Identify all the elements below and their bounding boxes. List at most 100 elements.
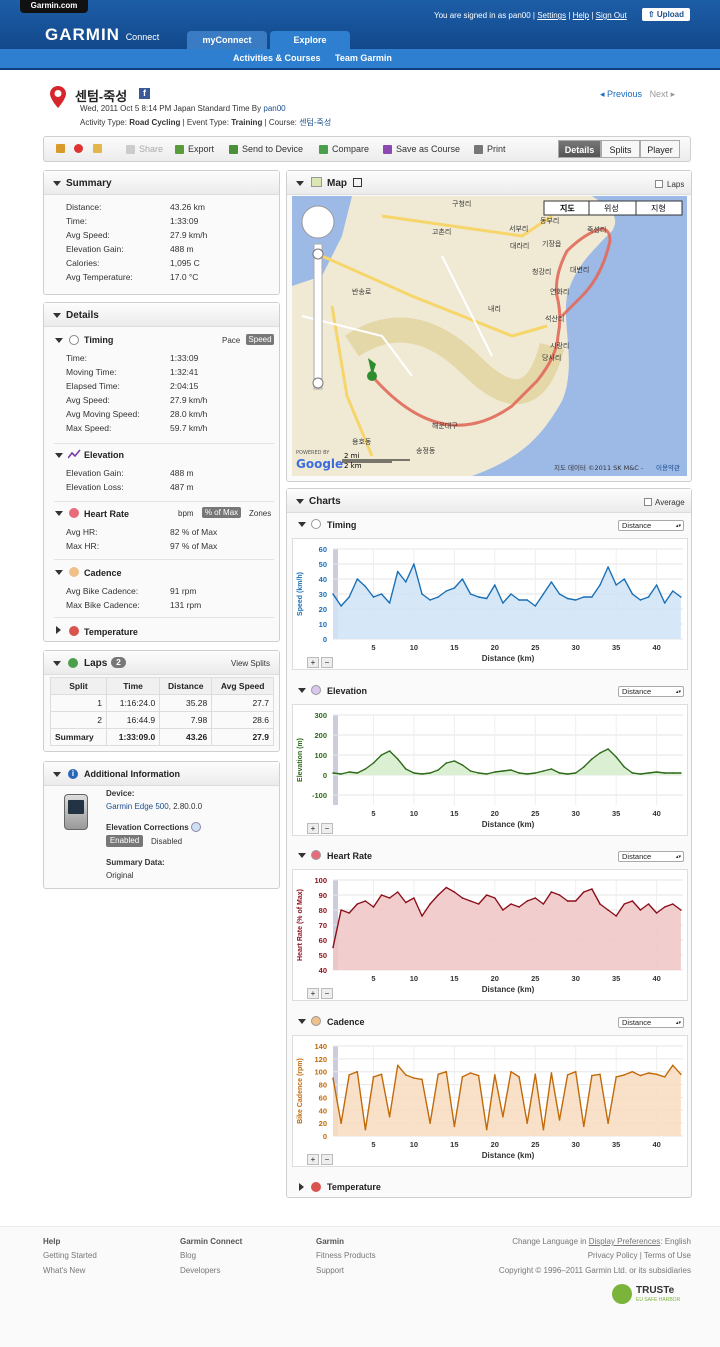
map-mode-map[interactable]: 지도 [560, 203, 575, 213]
footer-link[interactable]: Support [316, 1266, 345, 1275]
info-title: Additional Information [84, 769, 180, 779]
x-tick-label: 35 [612, 643, 620, 652]
laps-checkbox[interactable] [655, 180, 663, 188]
fullscreen-icon[interactable] [353, 178, 362, 187]
course-link[interactable]: 센텀-죽성 [299, 118, 332, 127]
chart-box[interactable]: -100 0 100 200 300 5 10 15 20 25 30 35 40 Distance (k… [292, 704, 688, 836]
temperature-expand-icon[interactable] [56, 626, 61, 634]
table-row[interactable]: 1 1:16:24.0 35.28 27.7 [50, 694, 274, 712]
x-axis-select[interactable]: Distance ▴▾ [618, 686, 684, 697]
chart-svg[interactable]: 0 10 20 30 40 50 60 5 10 15 20 25 30 35 40 Distance (km… [293, 539, 687, 669]
device-link[interactable]: Garmin Edge 500 [106, 802, 169, 811]
tab-myconnect[interactable]: myConnect [187, 31, 267, 49]
truste-sub: EU SAFE HARBOR [636, 1297, 681, 1303]
collapse-icon [53, 661, 61, 666]
previous-link[interactable]: ◂ Previous [600, 89, 642, 99]
next-link[interactable]: Next [649, 89, 669, 99]
laps-header[interactable]: Laps [44, 651, 279, 675]
chart-svg[interactable]: -100 0 100 200 300 5 10 15 20 25 30 35 40 Distance (k… [293, 705, 687, 835]
zoom-in-icon[interactable]: + [307, 988, 319, 999]
send-to-device-button[interactable]: Send to Device [229, 144, 303, 154]
facebook-icon[interactable]: f [139, 88, 150, 99]
zoom-out-icon[interactable]: − [321, 988, 333, 999]
temperature-expand-icon[interactable] [299, 1183, 304, 1191]
x-axis-select[interactable]: Distance ▴▾ [618, 851, 684, 862]
truste-badge[interactable]: TRUSTe EU SAFE HARBOR [612, 1284, 690, 1306]
footer-link[interactable]: Blog [180, 1251, 197, 1260]
upload-button[interactable]: ⇧ Upload [642, 8, 690, 21]
zones-toggle[interactable]: Zones [249, 509, 272, 518]
x-tick-label: 40 [652, 1140, 660, 1149]
chart-box[interactable]: 0 10 20 30 40 50 60 5 10 15 20 25 30 35 40 Distance (km… [292, 538, 688, 670]
average-checkbox[interactable] [644, 498, 652, 506]
share-label: Share [139, 144, 164, 154]
subnav-activities[interactable]: Activities & Courses [233, 53, 321, 63]
chart-collapse-icon[interactable] [298, 522, 306, 527]
heart-collapse-icon[interactable] [55, 511, 63, 516]
privacy-terms-links[interactable]: Privacy Policy | Terms of Use [587, 1251, 691, 1260]
compare-button[interactable]: Compare [319, 144, 369, 154]
map-header[interactable]: Map [287, 171, 691, 195]
chart-collapse-icon[interactable] [298, 1019, 306, 1024]
details-view-button[interactable]: Details [558, 140, 601, 158]
export-button[interactable]: Export [175, 144, 214, 154]
pace-toggle[interactable]: Pace [222, 336, 241, 345]
map-terms-link[interactable]: 이용약관 [656, 463, 680, 472]
x-axis-select[interactable]: Distance ▴▾ [618, 520, 684, 531]
garmin-com-tab[interactable]: Garmin.com [20, 0, 88, 13]
cadence-collapse-icon[interactable] [55, 570, 63, 575]
device-label: Device: [106, 789, 135, 798]
zoom-in-icon[interactable]: + [307, 657, 319, 668]
details-header[interactable]: Details [44, 303, 279, 327]
map-mode-terrain[interactable]: 지형 [651, 204, 666, 213]
bpm-toggle[interactable]: bpm [178, 509, 194, 518]
share-button[interactable]: Share [126, 144, 163, 154]
zoom-in-icon[interactable]: + [307, 1154, 319, 1165]
chart-svg[interactable]: 40 50 60 70 80 90 100 5 10 15 20 25 30 35 40 Distance (… [293, 870, 687, 1000]
route-map[interactable]: 지도 위성 지형 구청리 고촌리 서부리 동부리 기장읍 죽성리 대라리 청강리… [292, 196, 687, 476]
garmin-connect-logo[interactable]: GARMIN Connect [45, 25, 159, 45]
tab-explore[interactable]: Explore [270, 31, 350, 49]
x-axis-select[interactable]: Distance ▴▾ [618, 1017, 684, 1028]
zoom-out-icon[interactable]: − [321, 823, 333, 834]
subnav-team-garmin[interactable]: Team Garmin [335, 53, 392, 63]
footer-link[interactable]: Fitness Products [316, 1251, 376, 1260]
help-link[interactable]: Help [572, 11, 590, 20]
user-link[interactable]: pan00 [263, 104, 286, 113]
delete-icon[interactable] [74, 144, 83, 153]
summary-header[interactable]: Summary [44, 171, 279, 195]
timing-collapse-icon[interactable] [55, 338, 63, 343]
map-mode-satellite[interactable]: 위성 [604, 204, 619, 213]
player-view-button[interactable]: Player [640, 140, 680, 158]
lock-icon[interactable] [93, 144, 102, 153]
display-preferences-link[interactable]: Display Preferences [588, 1237, 661, 1246]
sign-out-link[interactable]: Sign Out [595, 11, 627, 20]
zoom-out-icon[interactable]: − [321, 1154, 333, 1165]
chart-collapse-icon[interactable] [298, 853, 306, 858]
print-button[interactable]: Print [474, 144, 506, 154]
view-splits-link[interactable]: View Splits [231, 659, 270, 668]
speed-toggle[interactable]: Speed [246, 334, 274, 345]
settings-link[interactable]: Settings [537, 11, 567, 20]
zoom-out-icon[interactable]: − [321, 657, 333, 668]
chart-box[interactable]: 40 50 60 70 80 90 100 5 10 15 20 25 30 35 40 Distance (… [292, 869, 688, 1001]
footer-link[interactable]: Developers [180, 1266, 221, 1275]
help-icon[interactable] [191, 822, 201, 832]
zoom-in-icon[interactable]: + [307, 823, 319, 834]
elevation-collapse-icon[interactable] [55, 453, 63, 458]
save-as-course-button[interactable]: Save as Course [383, 144, 460, 154]
info-header[interactable]: Additional Information [44, 762, 279, 786]
splits-view-button[interactable]: Splits [601, 140, 640, 158]
table-row[interactable]: 2 16:44.9 7.98 28.6 [50, 711, 274, 729]
chart-box[interactable]: 0 20 40 60 80 100 120 140 5 10 15 20 25 30 35 40 Distanc… [292, 1035, 688, 1167]
pct-max-toggle[interactable]: % of Max [202, 507, 241, 518]
charts-header[interactable]: Charts [287, 489, 691, 513]
chart-svg[interactable]: 0 20 40 60 80 100 120 140 5 10 15 20 25 30 35 40 Distanc… [293, 1036, 687, 1166]
footer-link[interactable]: Getting Started [43, 1251, 97, 1260]
disabled-toggle[interactable]: Disabled [151, 837, 183, 846]
footer-link[interactable]: What's New [43, 1266, 86, 1275]
enabled-toggle[interactable]: Enabled [106, 835, 143, 847]
chart-collapse-icon[interactable] [298, 688, 306, 693]
edit-icon[interactable] [56, 144, 65, 153]
google-logo[interactable]: Google [296, 457, 343, 471]
